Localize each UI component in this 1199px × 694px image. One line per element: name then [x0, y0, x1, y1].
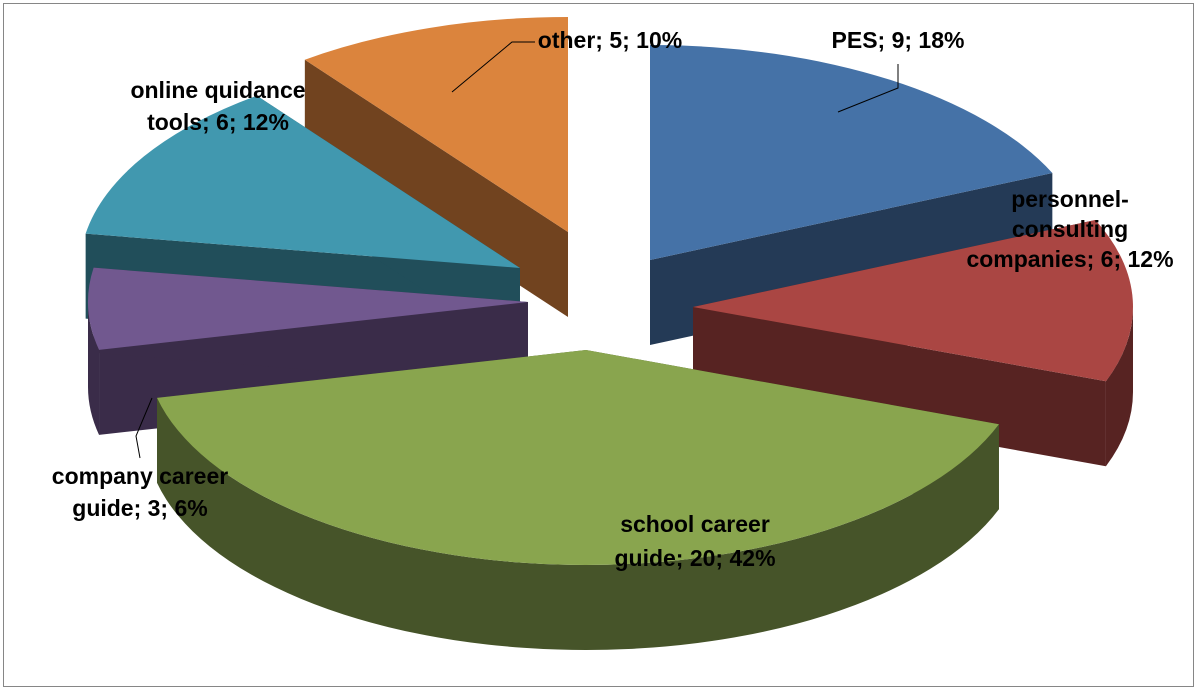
- pie-slice-personnel-consulting-companies: [693, 219, 1133, 467]
- data-label-online-quidance-tools: online quidance tools; 6; 12%: [130, 77, 305, 135]
- pie-slice-edge-personnel-consulting-companies-0: [1105, 307, 1133, 467]
- pie-slice-top-online-quidance-tools: [85, 95, 520, 268]
- data-label-line: companies; 6; 12%: [966, 246, 1173, 272]
- data-label-line: personnel-: [1011, 186, 1129, 212]
- data-label-line: company career: [52, 463, 228, 489]
- data-label-line: consulting: [1012, 216, 1128, 242]
- pie-slice-edge-company-career-guide-0: [88, 302, 100, 435]
- data-label-school-career-guide: school career guide; 20; 42%: [614, 511, 775, 571]
- data-label-other: other; 5; 10%: [538, 27, 682, 53]
- leader-line-company-career-guide: [135, 397, 153, 459]
- pie-slice-top-pes: [650, 45, 1053, 260]
- data-label-line: school career: [620, 511, 770, 537]
- pie-slice-side-other-0: [304, 59, 568, 317]
- pie-slice-side-personnel-consulting-companies-1: [693, 307, 1106, 467]
- data-label-company-career-guide: company career guide; 3; 6%: [52, 463, 228, 521]
- pie-slice-other: [304, 16, 568, 317]
- data-label-pes: PES; 9; 18%: [832, 27, 965, 53]
- pie-slice-school-career-guide: [157, 350, 999, 651]
- data-label-personnel-consulting-companies: personnel-consulting companies; 6; 12%: [966, 186, 1173, 272]
- pie-slice-edge-school-career-guide-0: [157, 397, 999, 651]
- pie-slice-top-other: [304, 16, 568, 232]
- data-label-line: guide; 3; 6%: [72, 495, 207, 521]
- pie-slice-top-company-career-guide: [88, 267, 529, 350]
- data-label-line: online quidance: [130, 77, 305, 103]
- leader-line-pes: [837, 64, 899, 113]
- pie-slice-top-school-career-guide: [157, 350, 999, 565]
- data-label-line: PES; 9; 18%: [832, 27, 965, 53]
- leader-line-other: [451, 41, 535, 93]
- data-label-line: guide; 20; 42%: [614, 545, 775, 571]
- data-label-line: other; 5; 10%: [538, 27, 682, 53]
- data-label-line: tools; 6; 12%: [147, 109, 289, 135]
- pie-slice-top-personnel-consulting-companies: [693, 219, 1133, 382]
